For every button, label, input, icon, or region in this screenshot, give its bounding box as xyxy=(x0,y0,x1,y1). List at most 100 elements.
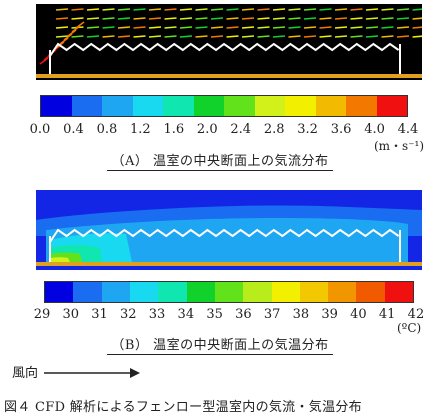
airflow-vector xyxy=(164,26,177,29)
airflow-vector xyxy=(272,26,286,29)
temperature-swatch xyxy=(214,282,244,302)
velocity-colorbar-ticks: 0.0 0.4 0.8 1.2 1.6 2.0 2.4 2.8 3.2 3.6 4.0 4.4 xyxy=(28,122,420,137)
airflow-vector xyxy=(164,8,177,11)
temperature-swatch xyxy=(158,282,187,302)
airflow-vector xyxy=(365,17,379,20)
airflow-vector xyxy=(86,8,100,11)
airflow-vector xyxy=(179,35,193,38)
airflow-vector xyxy=(303,8,317,11)
airflow-vector xyxy=(71,17,84,20)
airflow-vector xyxy=(241,8,255,11)
airflow-vector xyxy=(241,35,255,38)
airflow-vector xyxy=(257,35,270,38)
airflow-vector xyxy=(133,35,146,38)
airflow-vector xyxy=(412,8,422,11)
temperature-tick-label: 33 xyxy=(148,307,166,322)
airflow-vector xyxy=(288,26,301,29)
temperature-tick-label: 35 xyxy=(206,307,223,322)
velocity-tick-label: 0.4 xyxy=(63,122,84,137)
velocity-swatch xyxy=(193,96,224,116)
airflow-vector xyxy=(365,35,379,38)
airflow-vector xyxy=(86,35,100,38)
airflow-vector xyxy=(210,35,224,38)
temperature-colorbar-ticks: 29 30 31 32 33 34 35 36 37 38 39 40 41 42 xyxy=(30,307,428,322)
temperature-colorbar xyxy=(44,281,414,303)
airflow-vector xyxy=(102,17,115,20)
airflow-vector xyxy=(334,17,348,20)
airflow-vector xyxy=(350,26,363,29)
airflow-vector xyxy=(288,35,301,38)
temperature-swatch xyxy=(356,282,385,302)
airflow-vector xyxy=(117,35,131,38)
airflow-vector xyxy=(303,17,317,20)
airflow-vector xyxy=(117,8,131,11)
airflow-vector xyxy=(412,17,422,20)
airflow-vector xyxy=(381,17,394,20)
airflow-vector xyxy=(195,8,208,11)
temperature-swatch xyxy=(73,282,102,302)
temperature-tick-label: 29 xyxy=(33,307,51,322)
airflow-vector xyxy=(102,35,115,38)
airflow-vector xyxy=(179,26,193,29)
airflow-vector xyxy=(195,17,208,20)
airflow-vector xyxy=(210,17,224,20)
wind-direction-label: 風向 xyxy=(12,366,39,381)
temperature-tick-label: 38 xyxy=(292,307,310,322)
velocity-tick-label: 1.2 xyxy=(130,122,151,137)
airflow-vector xyxy=(55,17,69,20)
velocity-swatch xyxy=(315,96,346,116)
velocity-swatch xyxy=(346,96,377,116)
temperature-swatch xyxy=(129,282,159,302)
airflow-vector xyxy=(148,8,162,11)
velocity-swatch xyxy=(71,96,102,116)
airflow-vector xyxy=(195,35,208,38)
airflow-vector xyxy=(102,26,115,29)
airflow-vector xyxy=(117,26,131,29)
airflow-vector xyxy=(288,8,301,11)
airflow-vector xyxy=(86,26,100,29)
temperature-swatch xyxy=(243,282,272,302)
velocity-tick-label: 4.0 xyxy=(364,122,385,137)
airflow-vector xyxy=(148,17,162,20)
airflow-vector xyxy=(226,17,239,20)
airflow-vector xyxy=(272,8,286,11)
airflow-vector xyxy=(396,26,410,29)
airflow-vector xyxy=(365,26,379,29)
airflow-vector xyxy=(350,35,363,38)
airflow-vector xyxy=(75,21,85,29)
airflow-vector xyxy=(319,17,332,20)
panel-a-caption: （A） 温室の中央断面上の気流分布 xyxy=(0,150,440,171)
airflow-vector xyxy=(334,8,348,11)
airflow-vector xyxy=(257,26,270,29)
temperature-tick-label: 42 xyxy=(407,307,425,322)
airflow-vector xyxy=(288,17,301,20)
airflow-vector xyxy=(226,8,239,11)
airflow-vector xyxy=(71,25,81,33)
airflow-vector xyxy=(412,35,422,38)
temperature-swatch xyxy=(101,282,130,302)
airflow-vector xyxy=(117,17,131,20)
velocity-swatch xyxy=(285,96,316,116)
velocity-swatch xyxy=(102,96,133,116)
airflow-vector xyxy=(381,35,394,38)
temperature-swatch xyxy=(384,282,414,302)
airflow-vector xyxy=(133,17,146,20)
airflow-vector xyxy=(334,26,348,29)
velocity-tick-label: 2.0 xyxy=(196,122,218,137)
airflow-vector xyxy=(272,17,286,20)
temperature-swatch xyxy=(186,282,215,302)
airflow-vector xyxy=(71,8,84,11)
velocity-swatch xyxy=(224,96,255,116)
temperature-swatch xyxy=(271,282,300,302)
velocity-tick-label: 2.4 xyxy=(230,122,252,137)
airflow-vector xyxy=(396,17,410,20)
airflow-vector xyxy=(381,8,394,11)
airflow-vector xyxy=(86,17,100,20)
airflow-vector xyxy=(148,26,162,29)
temperature-tick-label: 32 xyxy=(120,307,137,322)
velocity-swatch xyxy=(376,96,407,116)
airflow-vector xyxy=(179,8,193,11)
airflow-vector xyxy=(71,35,84,38)
airflow-vector xyxy=(257,8,270,11)
airflow-vector xyxy=(164,17,177,20)
